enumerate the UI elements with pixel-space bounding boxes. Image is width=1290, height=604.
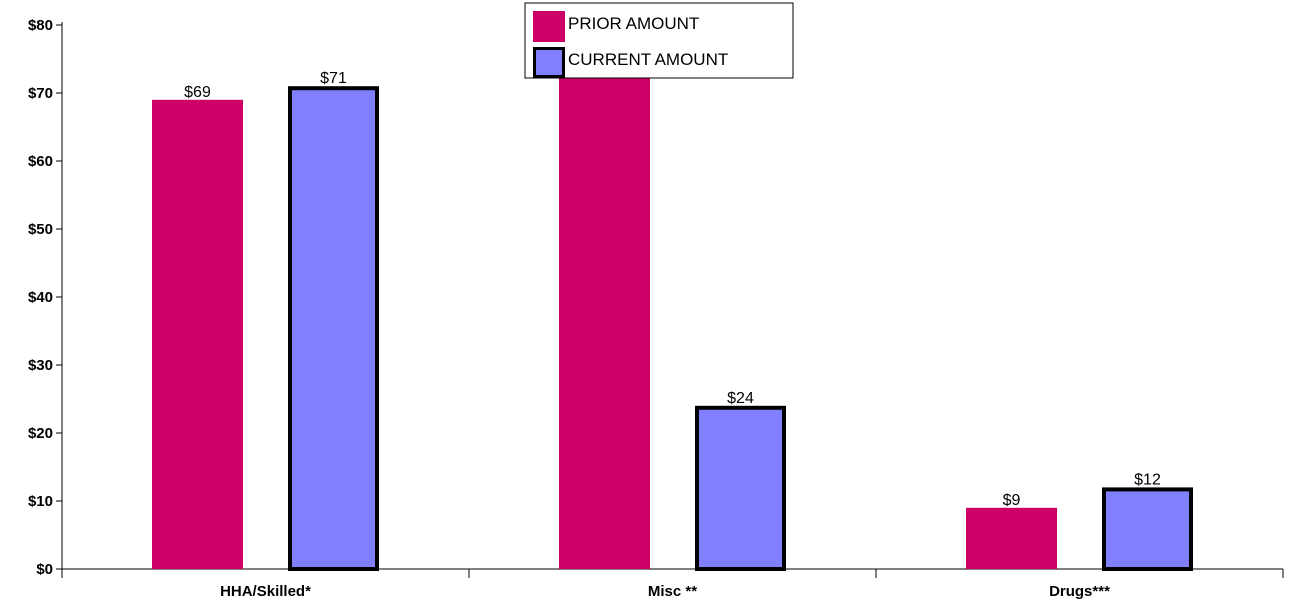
y-tick-label: $20 xyxy=(28,425,53,442)
bars xyxy=(152,25,1193,571)
data-label: $71 xyxy=(320,70,347,87)
data-labels: $69 $71 $24 $9 $12 xyxy=(184,70,1161,509)
y-tick-label: $40 xyxy=(28,289,53,306)
x-tick-label: Misc ** xyxy=(648,583,697,600)
x-tick-label: Drugs*** xyxy=(1049,583,1110,600)
legend-label: PRIOR AMOUNT xyxy=(568,14,699,33)
legend-box xyxy=(524,2,794,79)
bar-current-1 xyxy=(695,405,786,571)
legend-label: CURRENT AMOUNT xyxy=(568,50,728,69)
legend: PRIOR AMOUNT CURRENT AMOUNT xyxy=(524,2,794,79)
y-tick-label: $80 xyxy=(28,17,53,34)
data-label: $12 xyxy=(1134,471,1161,488)
bar-prior-2 xyxy=(966,507,1057,569)
y-tick-label: $50 xyxy=(28,221,53,238)
bar-prior-1 xyxy=(559,25,650,569)
bar-current-0 xyxy=(288,86,379,571)
y-tick-label: $30 xyxy=(28,357,53,374)
data-label: $69 xyxy=(184,84,211,101)
y-tick-label: $0 xyxy=(36,561,53,578)
y-tick-label: $60 xyxy=(28,153,53,170)
x-tick-label: HHA/Skilled* xyxy=(220,583,311,600)
y-tick-label: $10 xyxy=(28,493,53,510)
y-tick-label: $70 xyxy=(28,85,53,102)
legend-swatch-prior xyxy=(533,11,565,42)
data-label: $9 xyxy=(1003,492,1021,509)
legend-swatch-current xyxy=(533,47,565,78)
data-label: $24 xyxy=(727,390,754,407)
axes: $0 $10 $20 $30 $40 $50 $60 $70 $80 HHA/Skilled* Mi… xyxy=(28,17,1284,600)
bar-current-2 xyxy=(1102,487,1193,571)
bar-prior-0 xyxy=(152,99,243,570)
